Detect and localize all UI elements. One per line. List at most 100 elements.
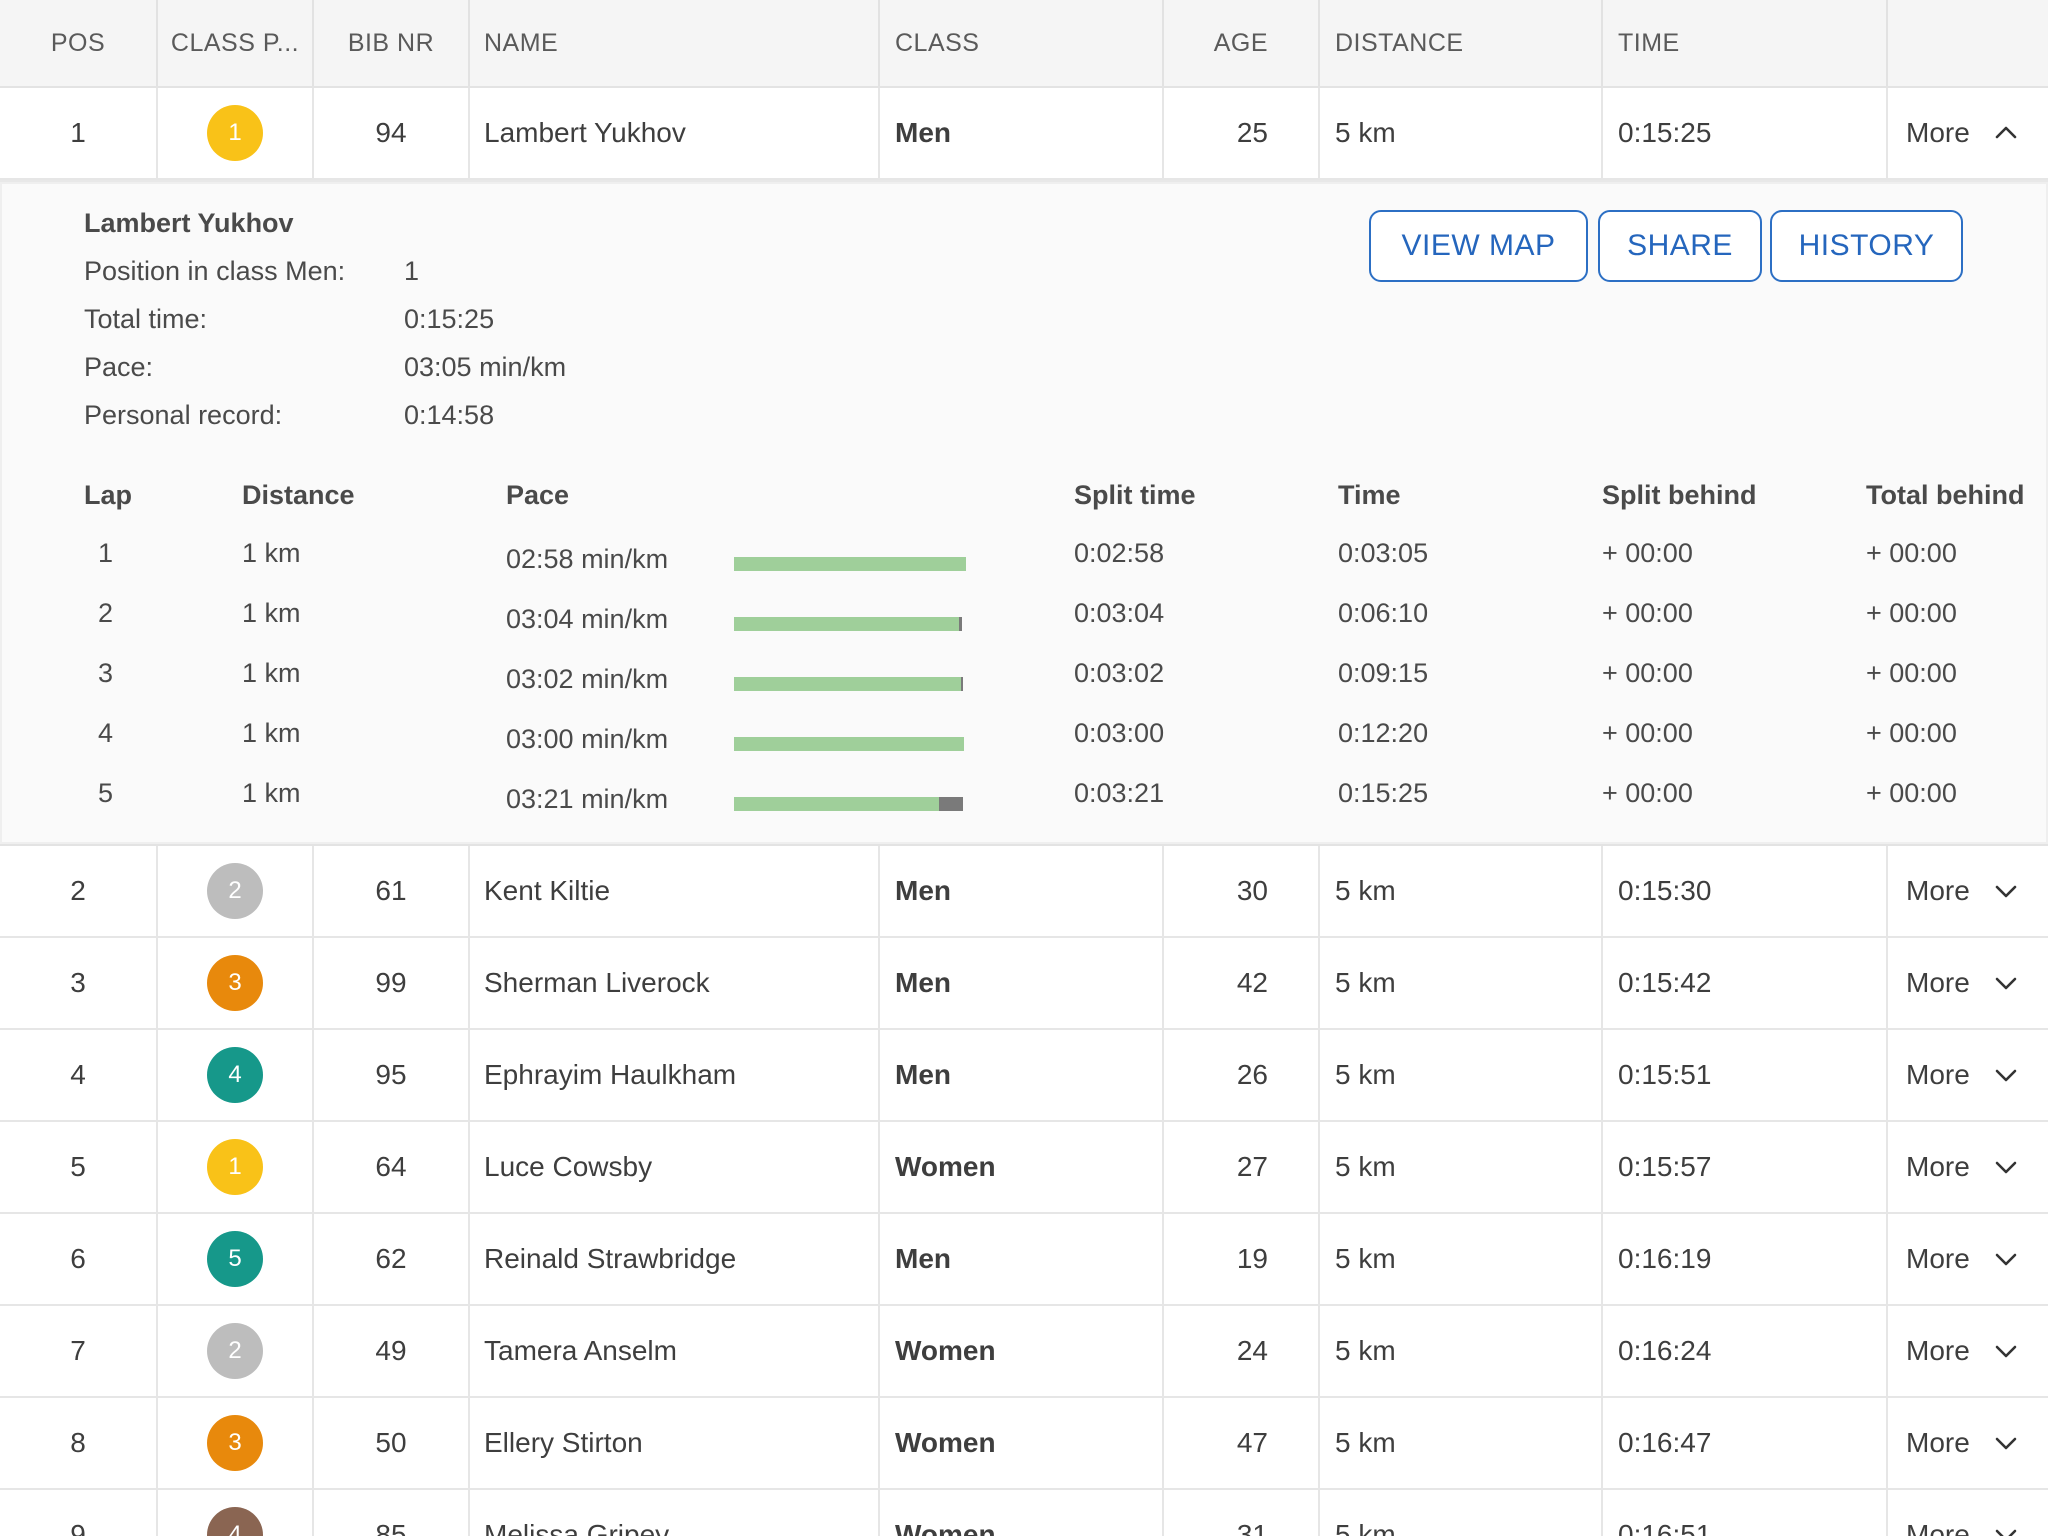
row-age: 47 [1236, 1427, 1268, 1458]
column-header-age[interactable]: AGE [1213, 28, 1268, 57]
table-row[interactable]: 7 2 49 Tamera Anselm Women 24 5 km 0:16:24 More [0, 1306, 2048, 1398]
table-row[interactable]: 5 1 64 Luce Cowsby Women 27 5 km 0:15:57 More [0, 1122, 2048, 1214]
table-row[interactable]: 3 3 99 Sherman Liverock Men 42 5 km 0:15:42 More [0, 938, 2048, 1030]
more-label: More [1906, 1151, 1970, 1182]
column-header-time[interactable]: TIME [1618, 28, 1680, 57]
more-label: More [1906, 967, 1970, 998]
share-button[interactable]: SHARE [1598, 210, 1762, 282]
lap-pace-bar-excess [939, 797, 963, 811]
lap-total-behind: + 00:00 [1866, 778, 1957, 808]
row-position: 4 [70, 1059, 86, 1090]
lap-pace-bar-fill [734, 737, 964, 751]
history-button[interactable]: HISTORY [1770, 210, 1963, 282]
lap-distance: 1 km [242, 718, 301, 748]
lap-split-time: 0:03:04 [1074, 598, 1165, 628]
row-class: Women [895, 1335, 996, 1366]
row-position: 2 [70, 875, 86, 906]
table-row[interactable]: 1 1 94 Lambert Yukhov Men 25 5 km 0:15:25 More [0, 88, 2048, 180]
row-name: Kent Kiltie [484, 875, 611, 906]
lap-pace-bar-excess [959, 617, 962, 631]
row-name: Ephrayim Haulkham [484, 1059, 737, 1090]
row-class: Men [895, 1243, 951, 1274]
table-row[interactable]: 8 3 50 Ellery Stirton Women 47 5 km 0:16:47 More [0, 1398, 2048, 1490]
column-header-name[interactable]: NAME [484, 28, 559, 57]
lap-split-time: 0:02:58 [1074, 538, 1165, 568]
lap-time: 0:03:05 [1338, 538, 1429, 568]
chevron-down-icon[interactable] [1992, 1337, 2020, 1365]
row-name: Sherman Liverock [484, 967, 710, 998]
row-age: 31 [1236, 1519, 1268, 1536]
column-header-bib[interactable]: BIB NR [347, 28, 435, 57]
class-position-badge: 5 [207, 1231, 263, 1287]
chevron-down-icon[interactable] [1992, 1429, 2020, 1457]
chevron-down-icon[interactable] [1992, 1521, 2020, 1536]
row-distance: 5 km [1335, 875, 1396, 906]
more-toggle[interactable]: More [1888, 1214, 2048, 1304]
chevron-down-icon[interactable] [1992, 1061, 2020, 1089]
more-toggle[interactable]: More [1888, 1030, 2048, 1120]
more-toggle[interactable]: More [1888, 846, 2048, 936]
row-time: 0:16:51 [1618, 1519, 1712, 1536]
lap-header-total-behind: Total behind [1866, 480, 2025, 510]
chevron-up-icon[interactable] [1992, 119, 2020, 147]
more-toggle[interactable]: More [1888, 1122, 2048, 1212]
table-row[interactable]: 2 2 61 Kent Kiltie Men 30 5 km 0:15:30 More [0, 846, 2048, 938]
class-position-badge-cell: 1 [158, 1122, 312, 1212]
lap-distance: 1 km [242, 598, 301, 628]
lap-time: 0:12:20 [1338, 718, 1429, 748]
row-class: Men [895, 117, 951, 148]
row-bib: 64 [375, 1151, 407, 1182]
class-position-badge-cell: 3 [158, 938, 312, 1028]
row-name: Tamera Anselm [484, 1335, 677, 1366]
table-row[interactable]: 6 5 62 Reinald Strawbridge Men 19 5 km 0:16:19 M… [0, 1214, 2048, 1306]
column-header-class[interactable]: CLASS [895, 28, 980, 57]
detail-value-position: 1 [404, 256, 420, 286]
more-toggle[interactable]: More [1888, 1306, 2048, 1396]
row-age: 25 [1236, 117, 1268, 148]
row-name: Luce Cowsby [484, 1151, 653, 1182]
lap-distance: 1 km [242, 538, 301, 568]
row-time: 0:16:47 [1618, 1427, 1712, 1458]
chevron-down-icon[interactable] [1992, 877, 2020, 905]
view-map-button[interactable]: VIEW MAP [1369, 210, 1588, 282]
lap-split-behind: + 00:00 [1602, 718, 1693, 748]
lap-split-behind: + 00:00 [1602, 538, 1693, 568]
lap-number: 1 [98, 538, 114, 568]
more-label: More [1906, 875, 1970, 906]
row-bib: 95 [375, 1059, 407, 1090]
row-bib: 94 [375, 117, 407, 148]
chevron-down-icon[interactable] [1992, 1245, 2020, 1273]
table-row[interactable]: 9 4 85 Melissa Gripey Women 31 5 km 0:16:51 More [0, 1490, 2048, 1536]
column-header-distance[interactable]: DISTANCE [1335, 28, 1464, 57]
row-time: 0:16:24 [1618, 1335, 1712, 1366]
row-bib: 50 [375, 1427, 407, 1458]
column-header-class-position[interactable]: CLASS P... [170, 28, 300, 57]
lap-pace-bar-excess [961, 677, 963, 691]
lap-header-pace: Pace [506, 480, 570, 510]
lap-split-time: 0:03:00 [1074, 718, 1165, 748]
row-distance: 5 km [1335, 1243, 1396, 1274]
class-position-badge-cell: 4 [158, 1490, 312, 1536]
detail-value-total-time: 0:15:25 [404, 304, 495, 334]
lap-header-distance: Distance [242, 480, 355, 510]
more-toggle[interactable]: More [1888, 1398, 2048, 1488]
lap-header-lap: Lap [84, 480, 133, 510]
row-time: 0:15:51 [1618, 1059, 1712, 1090]
chevron-down-icon[interactable] [1992, 1153, 2020, 1181]
row-time: 0:15:30 [1618, 875, 1712, 906]
row-time: 0:15:25 [1618, 117, 1712, 148]
lap-split-behind: + 00:00 [1602, 778, 1693, 808]
more-label: More [1906, 1519, 1970, 1536]
row-age: 24 [1236, 1335, 1268, 1366]
lap-header-split-behind: Split behind [1602, 480, 1757, 510]
column-header-pos[interactable]: POS [50, 28, 106, 57]
more-toggle[interactable]: More [1888, 938, 2048, 1028]
more-toggle[interactable]: More [1888, 1490, 2048, 1536]
more-label: More [1906, 1335, 1970, 1366]
row-position: 8 [70, 1427, 86, 1458]
more-label: More [1906, 1243, 1970, 1274]
row-distance: 5 km [1335, 1427, 1396, 1458]
more-toggle[interactable]: More [1888, 88, 2048, 178]
chevron-down-icon[interactable] [1992, 969, 2020, 997]
table-row[interactable]: 4 4 95 Ephrayim Haulkham Men 26 5 km 0:15:51 Mor… [0, 1030, 2048, 1122]
